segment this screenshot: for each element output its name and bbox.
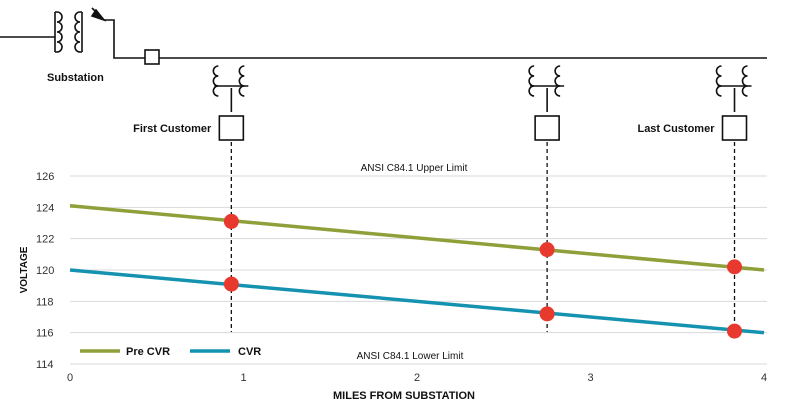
series-line-cvr (69, 268, 765, 335)
customer-drop-lines (230, 142, 736, 332)
regulator-arrowhead-icon (90, 8, 107, 22)
customer-meter-icon (218, 115, 245, 141)
marker-pre-cvr-1 (539, 242, 555, 258)
x-tick-0: 0 (67, 372, 73, 384)
legend: Pre CVR CVR (80, 346, 261, 358)
series-lines (69, 204, 765, 335)
customer-meter-icon (721, 115, 748, 141)
y-tick-116: 116 (36, 328, 54, 340)
y-tick-labels: 114 116 118 120 122 124 126 (36, 171, 54, 371)
breaker-icon (144, 49, 160, 65)
customer-markers (223, 213, 743, 339)
series-line-pre-cvr (69, 204, 765, 272)
customer-transformer-icon (715, 65, 748, 97)
y-tick-118: 118 (36, 296, 54, 308)
upper-limit-annotation: ANSI C84.1 Upper Limit (361, 163, 468, 174)
y-tick-120: 120 (36, 265, 54, 277)
lower-limit-annotation: ANSI C84.1 Lower Limit (357, 351, 464, 362)
marker-pre-cvr-0 (223, 213, 239, 229)
legend-label-cvr: CVR (238, 346, 261, 358)
legend-label-pre-cvr: Pre CVR (126, 346, 170, 358)
customer-label-0: First Customer (133, 123, 212, 135)
x-tick-labels: 0 1 2 3 4 (67, 372, 767, 384)
x-tick-2: 2 (414, 372, 420, 384)
x-tick-1: 1 (240, 372, 246, 384)
marker-cvr-1 (539, 306, 555, 322)
y-tick-124: 124 (36, 202, 54, 214)
y-tick-126: 126 (36, 171, 54, 183)
customer-transformer-icon (528, 65, 561, 97)
y-tick-122: 122 (36, 234, 54, 246)
x-axis-label: MILES FROM SUBSTATION (333, 390, 475, 402)
x-tick-3: 3 (587, 372, 593, 384)
customer-label-2: Last Customer (637, 123, 715, 135)
substation-label: Substation (47, 72, 104, 84)
marker-cvr-2 (727, 323, 743, 339)
y-tick-114: 114 (36, 359, 54, 371)
x-tick-4: 4 (761, 372, 767, 384)
y-axis-label: VOLTAGE (19, 246, 30, 293)
marker-cvr-0 (223, 276, 239, 292)
substation-bus-drop (104, 19, 145, 59)
feeder-diagram (0, 7, 767, 141)
customer-meter-icon (534, 115, 560, 141)
substation-transformer-icon (54, 11, 83, 53)
marker-pre-cvr-2 (727, 259, 743, 275)
customer-transformer-icon (212, 65, 245, 97)
grid (70, 175, 767, 365)
